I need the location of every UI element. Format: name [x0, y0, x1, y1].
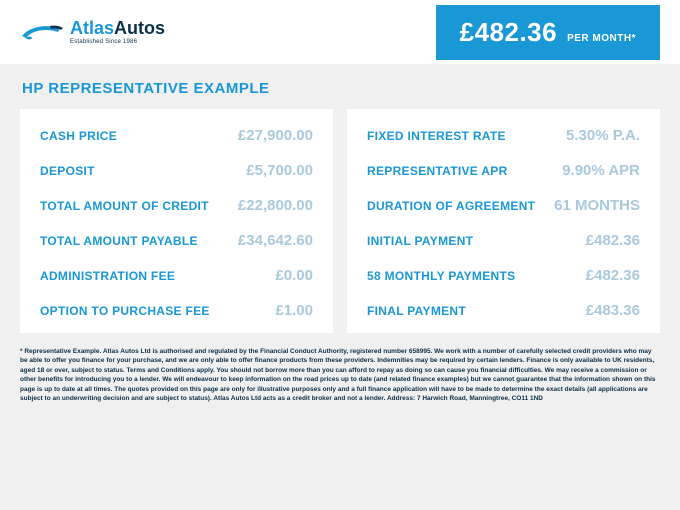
left-value: £34,642.60: [238, 232, 313, 249]
right-label: FIXED INTEREST RATE: [367, 129, 506, 143]
logo-brand: AtlasAutos: [70, 19, 165, 37]
left-row: ADMINISTRATION FEE £0.00: [40, 267, 313, 284]
disclaimer: * Representative Example. Atlas Autos Lt…: [0, 333, 680, 418]
left-row: TOTAL AMOUNT OF CREDIT £22,800.00: [40, 197, 313, 214]
left-value: £22,800.00: [238, 197, 313, 214]
left-label: TOTAL AMOUNT PAYABLE: [40, 234, 198, 248]
right-row: INITIAL PAYMENT £482.36: [367, 232, 640, 249]
right-row: FIXED INTEREST RATE 5.30% P.A.: [367, 127, 640, 144]
right-panel: FIXED INTEREST RATE 5.30% P.A. REPRESENTAT…: [347, 109, 660, 333]
left-panel: CASH PRICE £27,900.00 DEPOSIT £5,700.00 TOTA…: [20, 109, 333, 333]
right-value: £483.36: [586, 302, 640, 319]
panels: CASH PRICE £27,900.00 DEPOSIT £5,700.00 TOTA…: [0, 109, 680, 333]
price-unit: PER MONTH*: [567, 33, 636, 44]
left-row: TOTAL AMOUNT PAYABLE £34,642.60: [40, 232, 313, 249]
right-row: FINAL PAYMENT £483.36: [367, 302, 640, 319]
right-row: DURATION OF AGREEMENT 61 MONTHS: [367, 197, 640, 214]
left-value: £0.00: [275, 267, 313, 284]
price-bar: £482.36 PER MONTH*: [436, 5, 660, 60]
left-label: OPTION TO PURCHASE FEE: [40, 304, 210, 318]
section-title: HP REPRESENTATIVE EXAMPLE: [0, 64, 680, 109]
left-value: £1.00: [275, 302, 313, 319]
price-amount: £482.36: [460, 17, 557, 48]
car-swoosh-icon: [20, 16, 64, 48]
left-label: ADMINISTRATION FEE: [40, 269, 175, 283]
logo-tagline: Established Since 1986: [70, 39, 165, 45]
right-row: 58 MONTHLY PAYMENTS £482.36: [367, 267, 640, 284]
left-label: TOTAL AMOUNT OF CREDIT: [40, 199, 209, 213]
right-row: REPRESENTATIVE APR 9.90% APR: [367, 162, 640, 179]
right-value: £482.36: [586, 267, 640, 284]
right-label: INITIAL PAYMENT: [367, 234, 473, 248]
logo-primary: Atlas: [70, 18, 114, 38]
logo-text: AtlasAutos Established Since 1986: [70, 19, 165, 45]
left-value: £5,700.00: [246, 162, 313, 179]
right-value: 9.90% APR: [562, 162, 640, 179]
logo: AtlasAutos Established Since 1986: [20, 16, 165, 48]
left-value: £27,900.00: [238, 127, 313, 144]
logo-secondary: Autos: [114, 18, 165, 38]
right-value: 5.30% P.A.: [566, 127, 640, 144]
right-value: 61 MONTHS: [554, 197, 640, 214]
right-value: £482.36: [586, 232, 640, 249]
right-label: REPRESENTATIVE APR: [367, 164, 508, 178]
left-label: CASH PRICE: [40, 129, 117, 143]
right-label: 58 MONTHLY PAYMENTS: [367, 269, 515, 283]
left-row: DEPOSIT £5,700.00: [40, 162, 313, 179]
left-label: DEPOSIT: [40, 164, 95, 178]
header: AtlasAutos Established Since 1986 £482.3…: [0, 0, 680, 64]
left-row: OPTION TO PURCHASE FEE £1.00: [40, 302, 313, 319]
left-row: CASH PRICE £27,900.00: [40, 127, 313, 144]
right-label: DURATION OF AGREEMENT: [367, 199, 535, 213]
right-label: FINAL PAYMENT: [367, 304, 466, 318]
